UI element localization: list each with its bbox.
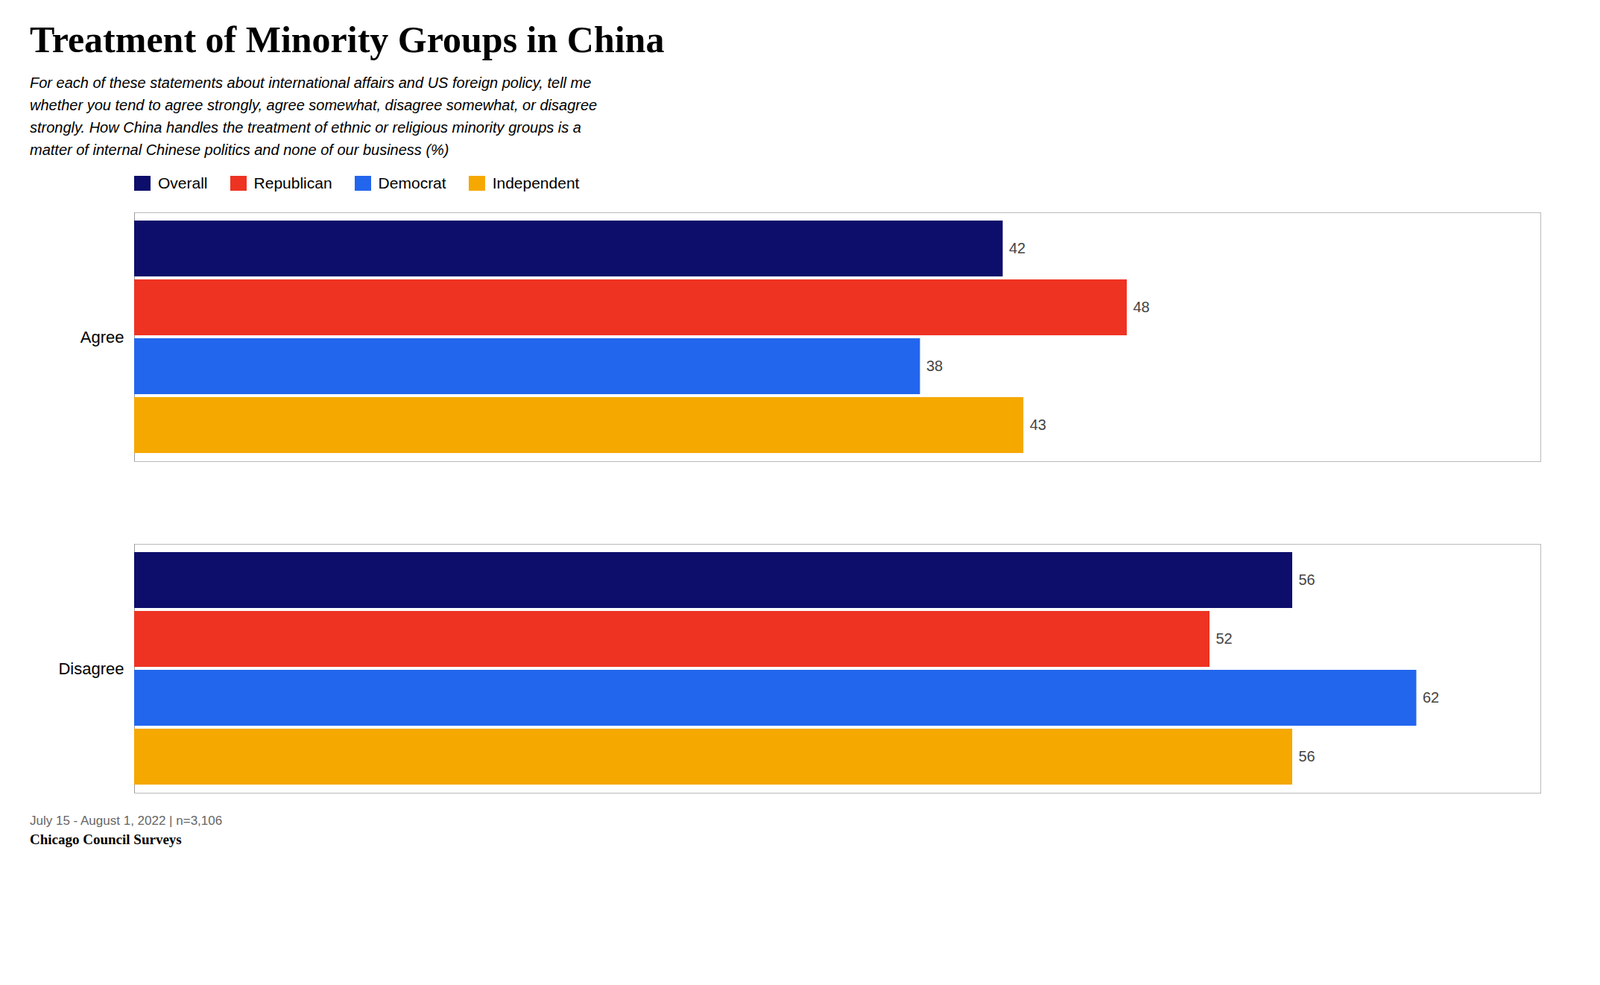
svg-text:62: 62 [1422, 689, 1440, 706]
svg-text:Agree: Agree [80, 327, 125, 347]
svg-text:56: 56 [1298, 748, 1316, 765]
svg-text:48: 48 [1133, 298, 1150, 316]
svg-text:Disagree: Disagree [58, 659, 124, 679]
html-text:July 15 - August 1, 2022 | n=3: July 15 - August 1, 2022 | n=3,106 [29, 813, 223, 828]
svg-text:56: 56 [1298, 571, 1316, 588]
svg-text:52: 52 [1216, 630, 1233, 647]
html-text:Chicago Council Surveys: Chicago Council Surveys [29, 831, 182, 848]
html-text:For each of these statements a: For each of these statements about inter… [29, 74, 598, 158]
html-text:Overall: Overall [157, 174, 208, 192]
html-text:Republican: Republican [253, 174, 333, 192]
svg-text:42: 42 [1009, 239, 1026, 257]
html-text:Democrat: Democrat [378, 174, 447, 192]
svg-text:38: 38 [926, 357, 943, 375]
svg-text:43: 43 [1029, 416, 1047, 433]
html-text:Independent: Independent [492, 174, 580, 192]
html-text:Treatment of Minority Groups i: Treatment of Minority Groups in China [29, 18, 665, 61]
